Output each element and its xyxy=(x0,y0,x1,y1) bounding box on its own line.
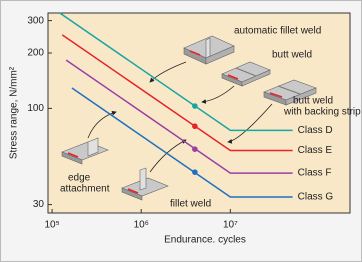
arrow xyxy=(227,103,273,144)
series-line xyxy=(65,59,293,174)
series-line xyxy=(61,34,293,152)
point-marker xyxy=(192,103,198,109)
icon xyxy=(221,61,271,87)
y-tick-label: 300 xyxy=(27,15,44,26)
series-line xyxy=(59,12,293,132)
series-label: Class E xyxy=(298,145,333,156)
point-marker xyxy=(192,123,198,130)
icon xyxy=(121,167,169,201)
arrow xyxy=(87,110,117,139)
y-tick-label: 30 xyxy=(33,199,45,210)
annotation: with backing strip xyxy=(283,107,361,118)
arrow xyxy=(201,85,235,104)
series-label: Class G xyxy=(298,192,334,203)
x-tick-label: 10⁶ xyxy=(134,220,149,231)
y-tick-label: 200 xyxy=(27,48,44,59)
annotation: automatic fillet weld xyxy=(234,26,321,37)
point-marker xyxy=(192,169,198,175)
x-tick-label: 10⁵ xyxy=(44,220,59,231)
arrow xyxy=(149,61,187,83)
x-tick-label: 10⁷ xyxy=(223,220,238,231)
icon xyxy=(263,79,317,106)
y-axis-label: Stress range, N/mm² xyxy=(9,66,20,159)
annotation: butt weld xyxy=(293,96,333,107)
series-line xyxy=(71,87,293,198)
point-marker xyxy=(192,146,198,153)
annotation: attachment xyxy=(60,184,110,195)
annotation: edge xyxy=(68,173,91,184)
annotation: butt weld xyxy=(272,50,312,61)
x-axis-label: Endurance. cycles xyxy=(164,235,246,246)
annotation: fillet weld xyxy=(170,199,211,210)
weld-icons xyxy=(61,35,317,201)
series-label: Class D xyxy=(298,125,333,136)
series-label: Class F xyxy=(298,168,332,179)
icon xyxy=(61,137,109,165)
icon xyxy=(183,35,235,65)
y-tick-label: 100 xyxy=(27,103,44,114)
